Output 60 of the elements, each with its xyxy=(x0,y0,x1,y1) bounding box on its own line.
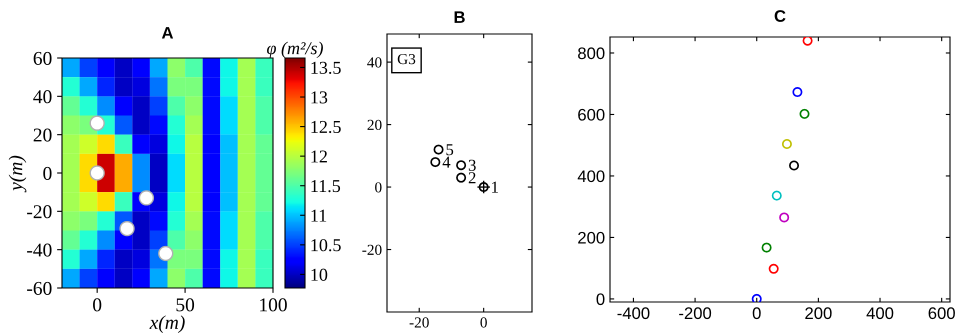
x-tick-label: 50 xyxy=(176,298,194,312)
y-tick-label: 20 xyxy=(34,128,52,142)
annotation: 5 xyxy=(446,144,454,156)
point xyxy=(456,172,466,183)
annotation: 3 xyxy=(468,160,476,171)
chart-title: A xyxy=(162,27,174,39)
y-tick-label: 800 xyxy=(578,47,604,60)
x-tick-label: -200 xyxy=(679,307,712,320)
point xyxy=(434,144,444,155)
y-tick-label: -20 xyxy=(27,205,52,218)
y-tick-label: 40 xyxy=(33,90,52,104)
y-tick-label: 20 xyxy=(368,120,382,130)
point xyxy=(762,242,772,253)
point xyxy=(90,165,105,181)
y-tick-label: -60 xyxy=(27,282,52,295)
color-bar-label: 13 xyxy=(311,91,328,104)
x-tick-label: 0 xyxy=(752,307,761,320)
y-axis-title: y(m) xyxy=(8,156,26,192)
color-bar-label: 11 xyxy=(311,210,326,222)
y-tick-label: 0 xyxy=(375,182,382,193)
x-tick-label: 400 xyxy=(866,307,894,320)
point xyxy=(456,160,466,170)
x-tick-label: 200 xyxy=(805,307,832,320)
annotation: 2 xyxy=(468,172,476,184)
y-tick-label: 60 xyxy=(34,52,52,65)
y-tick-label: 40 xyxy=(367,57,382,68)
color-bar-label: 11.5 xyxy=(311,180,340,192)
x-tick-label: 100 xyxy=(260,298,287,312)
y-tick-label: -20 xyxy=(362,244,382,255)
point xyxy=(782,138,792,149)
chart-title: C xyxy=(774,10,786,22)
point xyxy=(802,37,813,46)
y-tick-label: -40 xyxy=(27,243,52,257)
color-bar-title: φ (m²/s) xyxy=(267,42,323,58)
y-tick-label: 200 xyxy=(578,232,604,244)
x-tick-label: 0 xyxy=(93,298,102,312)
color-bar-label: 12.5 xyxy=(311,120,341,134)
color-bar-label: 10.5 xyxy=(311,239,341,252)
color-bar-label: 13.5 xyxy=(311,62,341,74)
y-tick-label: 600 xyxy=(578,108,604,121)
point xyxy=(772,190,782,201)
point xyxy=(430,157,440,168)
y-tick-label: 400 xyxy=(578,170,604,182)
x-axis-title: x(m) xyxy=(149,315,185,333)
color-bar-label: 10 xyxy=(311,268,328,281)
x-tick-label: 600 xyxy=(928,307,955,320)
annotation: 1 xyxy=(492,182,498,193)
point xyxy=(752,294,762,302)
point xyxy=(792,87,802,98)
point xyxy=(800,108,810,119)
x-tick-label: -400 xyxy=(617,307,650,320)
color-bar-label: 12 xyxy=(311,150,327,162)
annotation: 4 xyxy=(442,156,450,168)
point xyxy=(789,160,800,171)
chart-title: B xyxy=(454,11,465,23)
point xyxy=(779,212,790,222)
annotation: G3 xyxy=(398,54,416,64)
y-tick-label: 0 xyxy=(43,166,52,180)
point xyxy=(90,116,105,131)
point xyxy=(768,264,779,274)
